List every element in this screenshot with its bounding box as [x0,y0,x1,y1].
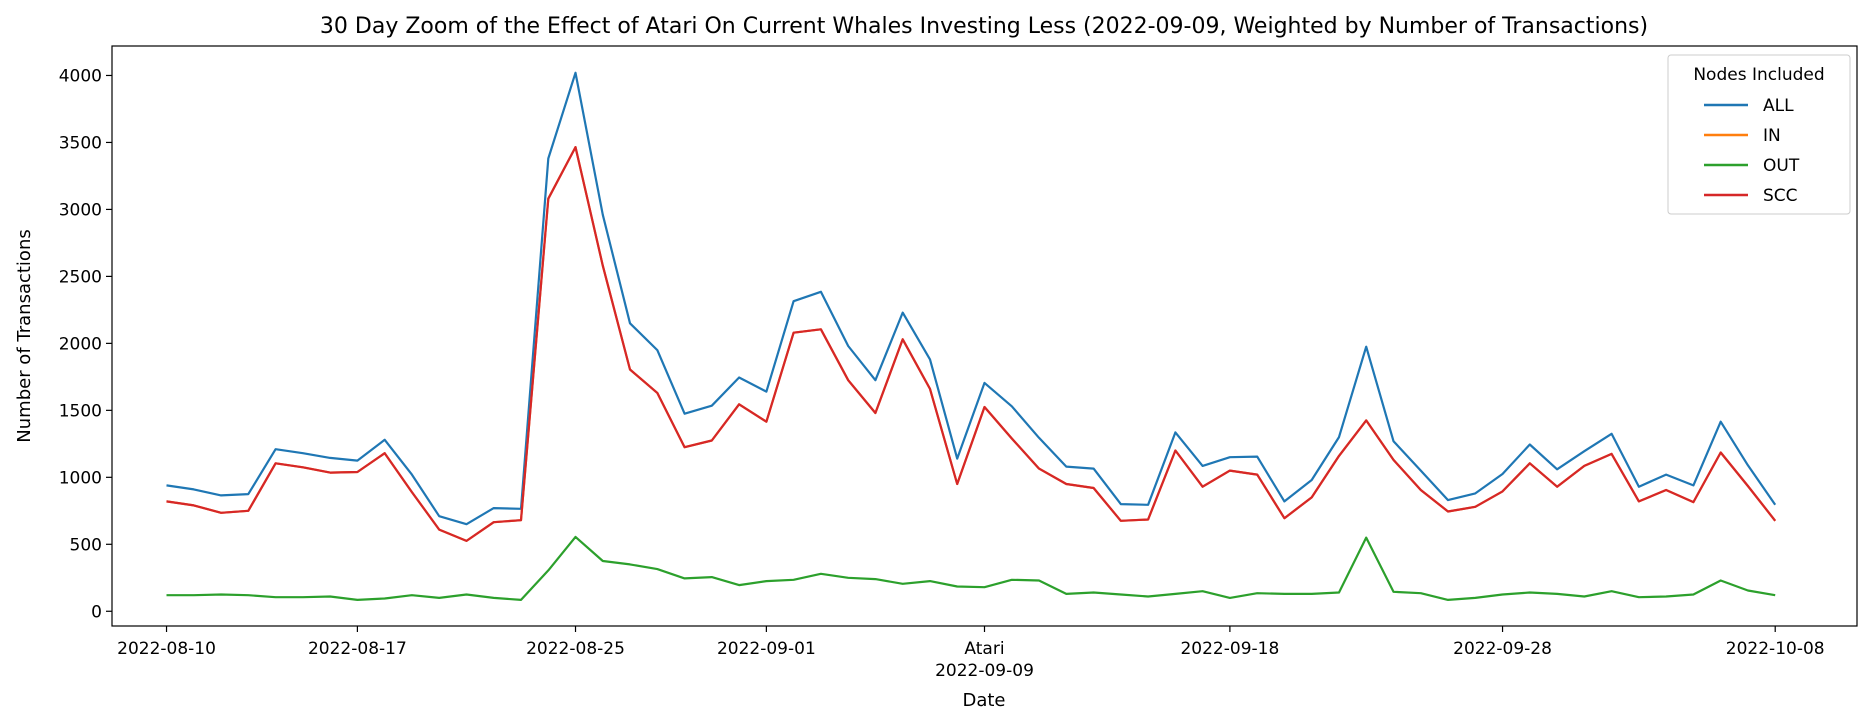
series-line-out [166,535,1776,602]
x-axis: 2022-08-10 2022-08-17 2022-08-25 2022-09-01… [117,626,1825,681]
chart-title: 30 Day Zoom of the Effect of Atari On Cu… [320,14,1648,39]
x-axis-label: Date [962,690,1005,711]
x-tick-label: 2022-08-17 [308,639,407,659]
legend-label-scc: SCC [1763,186,1798,206]
legend-box [1667,54,1851,215]
x-tick-label: 2022-09-01 [717,639,816,659]
y-tick-label: 2500 [59,267,102,287]
legend: Nodes Included ALL IN OUT SCC [1667,54,1851,215]
legend-label-all: ALL [1763,96,1794,116]
x-tick-label: 2022-09-28 [1453,639,1552,659]
plot-frame [111,45,1858,627]
legend-label-in: IN [1763,126,1781,146]
y-tick-label: 4000 [59,66,102,86]
x-tick-label: 2022-09-09 [935,661,1034,681]
legend-label-out: OUT [1763,156,1800,176]
series-line-scc [166,146,1777,543]
y-tick-label: 500 [70,535,102,555]
y-tick-label: 2000 [59,334,102,354]
y-tick-label: 3000 [59,200,102,220]
x-tick-annotation: Atari [964,639,1004,659]
series-layer [166,71,1777,602]
y-axis: 0 500 1000 1500 2000 2500 3000 3500 4000 [59,66,112,622]
x-tick-label: 2022-08-25 [526,639,625,659]
y-tick-label: 3500 [59,133,102,153]
series-line-all [166,71,1777,526]
x-tick-label: 2022-09-18 [1180,639,1279,659]
y-tick-label: 0 [91,602,102,622]
legend-title: Nodes Included [1693,65,1824,85]
y-axis-label: Number of Transactions [14,229,35,442]
x-tick-label: 2022-08-10 [117,639,216,659]
y-tick-label: 1500 [59,401,102,421]
y-tick-label: 1000 [59,468,102,488]
x-tick-label: 2022-10-08 [1726,639,1825,659]
series-line-in [166,146,1777,543]
